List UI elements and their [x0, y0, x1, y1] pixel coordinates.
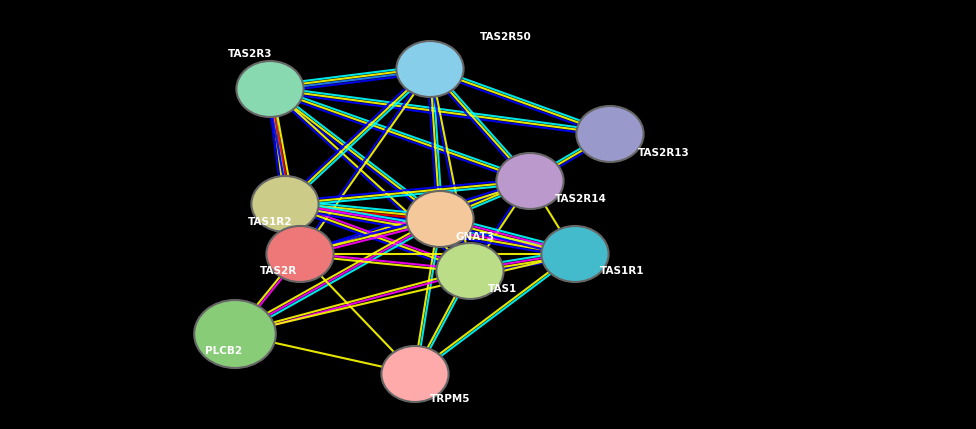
Text: TAS1R2: TAS1R2: [248, 217, 293, 227]
Text: PLCB2: PLCB2: [205, 346, 242, 356]
Text: TAS2R14: TAS2R14: [555, 194, 607, 204]
Text: GNAT3: GNAT3: [456, 232, 495, 242]
Text: TAS1R1: TAS1R1: [600, 266, 644, 276]
Ellipse shape: [577, 106, 643, 162]
Ellipse shape: [194, 300, 276, 368]
Text: TAS1: TAS1: [488, 284, 517, 294]
Ellipse shape: [236, 61, 304, 117]
Ellipse shape: [542, 226, 609, 282]
Text: TAS2R50: TAS2R50: [480, 32, 532, 42]
Ellipse shape: [406, 191, 473, 247]
Text: TAS2R: TAS2R: [260, 266, 298, 276]
Text: TAS2R13: TAS2R13: [638, 148, 690, 158]
Ellipse shape: [436, 243, 504, 299]
Ellipse shape: [497, 153, 563, 209]
Ellipse shape: [382, 346, 449, 402]
Ellipse shape: [266, 226, 334, 282]
Ellipse shape: [252, 176, 318, 232]
Ellipse shape: [396, 41, 464, 97]
Text: TRPM5: TRPM5: [430, 394, 470, 404]
Text: TAS2R3: TAS2R3: [227, 49, 272, 59]
